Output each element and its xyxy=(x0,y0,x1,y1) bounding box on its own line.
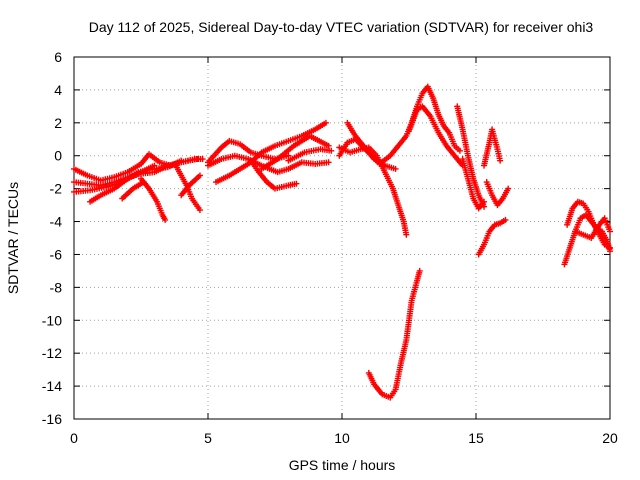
series-t19 xyxy=(365,267,423,401)
data-point xyxy=(162,216,169,223)
y-tick-label: -14 xyxy=(42,378,62,394)
data-point xyxy=(456,147,463,154)
series-t21 xyxy=(459,156,488,212)
data-point xyxy=(505,185,512,192)
series-t24 xyxy=(475,216,509,258)
y-tick-label: -4 xyxy=(50,214,63,230)
data-point xyxy=(403,231,410,238)
x-tick-label: 5 xyxy=(204,430,212,446)
y-tick-label: -6 xyxy=(50,246,63,262)
y-tick-label: 0 xyxy=(54,148,62,164)
data-point xyxy=(196,207,203,214)
data-point xyxy=(607,244,613,251)
data-point xyxy=(481,198,488,205)
series-t4 xyxy=(87,162,158,205)
data-point xyxy=(151,162,158,169)
y-tick-label: -10 xyxy=(42,312,62,328)
data-point xyxy=(199,156,206,163)
series-t22 xyxy=(481,126,504,169)
data-point xyxy=(328,147,335,154)
data-point xyxy=(194,156,201,163)
grid xyxy=(74,57,610,419)
series-t23 xyxy=(483,179,512,209)
data-point xyxy=(497,157,504,164)
x-tick-label: 15 xyxy=(468,430,484,446)
data-point xyxy=(196,172,203,179)
data-points xyxy=(71,83,613,401)
y-tick-label: 2 xyxy=(54,115,62,131)
y-tick-label: 4 xyxy=(54,82,62,98)
series-t26 xyxy=(564,198,613,251)
series-t14 xyxy=(285,146,335,164)
x-axis-title: GPS time / hours xyxy=(289,457,396,473)
y-tick-label: -12 xyxy=(42,345,62,361)
series-t6 xyxy=(138,175,169,223)
data-point xyxy=(502,216,509,223)
data-point xyxy=(322,119,329,126)
y-tick-label: -8 xyxy=(50,279,63,295)
x-tick-label: 10 xyxy=(334,430,350,446)
y-tick-label: 6 xyxy=(54,49,62,65)
series-t17 xyxy=(344,119,399,172)
data-point xyxy=(325,159,332,166)
series-t13 xyxy=(258,132,332,172)
series-t15 xyxy=(336,83,463,167)
series-t27 xyxy=(572,215,613,241)
y-tick-label: -16 xyxy=(42,411,62,427)
data-point xyxy=(607,228,613,235)
y-axis-title: SDTVAR / TECUs xyxy=(5,182,21,294)
data-point xyxy=(178,157,185,164)
x-tick-label: 0 xyxy=(70,430,78,446)
series-t11 xyxy=(213,119,329,186)
series-t8 xyxy=(178,172,203,199)
chart-title: Day 112 of 2025, Sidereal Day-to-day VTE… xyxy=(89,19,594,35)
data-point xyxy=(392,165,399,172)
x-tick-label: 20 xyxy=(602,430,618,446)
data-point xyxy=(416,267,423,274)
series-t12 xyxy=(247,157,300,192)
data-point xyxy=(293,180,300,187)
series-t18 xyxy=(406,103,466,169)
y-tick-label: -2 xyxy=(50,181,63,197)
axis-ticks: 0 5 10 15 20 -16 -14 -12 -10 -8 -6 -4 -2 0 2 4 6 xyxy=(42,49,618,446)
